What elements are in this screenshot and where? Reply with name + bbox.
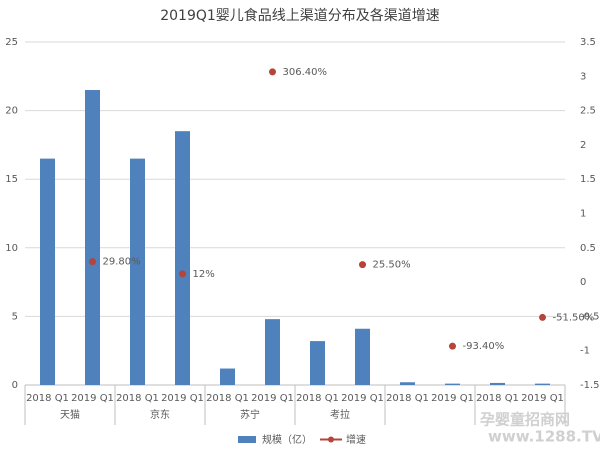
data-label: 306.40% bbox=[283, 67, 328, 78]
point bbox=[89, 258, 96, 266]
y2-tick-label: 3.5 bbox=[580, 37, 596, 48]
point bbox=[449, 342, 456, 350]
data-label: 12% bbox=[193, 269, 215, 280]
group-label: 考拉 bbox=[330, 408, 350, 421]
y2-tick-label: 1 bbox=[580, 209, 586, 220]
y2-tick-label: -0.5 bbox=[580, 311, 600, 322]
point bbox=[179, 270, 186, 278]
y2-tick-label: 2 bbox=[580, 140, 586, 151]
group-label: 京东 bbox=[150, 408, 170, 421]
x-tick-label: 2019 Q1 bbox=[431, 393, 474, 404]
bar bbox=[310, 341, 325, 385]
x-tick-label: 2018 Q1 bbox=[206, 393, 249, 404]
y-tick-label: 15 bbox=[5, 174, 18, 185]
watermark: 孕婴童招商网 bbox=[480, 411, 570, 429]
legend-swatch bbox=[238, 436, 256, 443]
y-tick-label: 10 bbox=[5, 243, 18, 254]
y2-tick-label: -1 bbox=[580, 346, 590, 357]
y2-tick-label: -1.5 bbox=[580, 380, 600, 391]
data-label: 29.80% bbox=[103, 257, 141, 268]
x-tick-label: 2019 Q1 bbox=[251, 393, 294, 404]
group-label: 苏宁 bbox=[240, 408, 260, 421]
bar bbox=[355, 328, 370, 385]
chart-title: 2019Q1婴儿食品线上渠道分布及各渠道增速 bbox=[160, 7, 440, 24]
x-tick-label: 2018 Q1 bbox=[26, 393, 69, 404]
x-tick-label: 2018 Q1 bbox=[386, 393, 429, 404]
y-tick-label: 0 bbox=[12, 380, 18, 391]
point bbox=[359, 261, 366, 269]
data-label: 25.50% bbox=[373, 260, 411, 271]
bar bbox=[265, 319, 280, 385]
y2-tick-label: 1.5 bbox=[580, 174, 596, 185]
x-tick-label: 2019 Q1 bbox=[521, 393, 564, 404]
y-tick-label: 25 bbox=[5, 37, 18, 48]
group-label: 天猫 bbox=[60, 408, 80, 421]
bar bbox=[535, 383, 550, 385]
y-tick-label: 20 bbox=[5, 106, 18, 117]
data-label: -51.50% bbox=[553, 312, 595, 323]
x-tick-label: 2019 Q1 bbox=[341, 393, 384, 404]
bar bbox=[220, 368, 235, 385]
watermark: www.1288.TV bbox=[488, 428, 600, 446]
bar bbox=[490, 382, 505, 385]
bar bbox=[400, 382, 415, 385]
point bbox=[539, 313, 546, 321]
y2-tick-label: 0 bbox=[580, 277, 586, 288]
x-tick-label: 2018 Q1 bbox=[296, 393, 339, 404]
bar bbox=[175, 131, 190, 385]
data-label: -93.40% bbox=[463, 341, 505, 352]
y-tick-label: 5 bbox=[12, 311, 18, 322]
y2-tick-label: 0.5 bbox=[580, 243, 596, 254]
point bbox=[269, 68, 276, 76]
y2-tick-label: 2.5 bbox=[580, 106, 596, 117]
x-tick-label: 2019 Q1 bbox=[161, 393, 204, 404]
bar bbox=[40, 158, 55, 385]
legend-label: 规模（亿） bbox=[262, 433, 312, 446]
legend-label: 增速 bbox=[346, 433, 366, 446]
x-tick-label: 2018 Q1 bbox=[116, 393, 159, 404]
x-tick-label: 2018 Q1 bbox=[476, 393, 519, 404]
legend-swatch bbox=[328, 436, 334, 443]
bar bbox=[130, 158, 145, 385]
bar bbox=[85, 90, 100, 386]
x-tick-label: 2019 Q1 bbox=[71, 393, 114, 404]
bar bbox=[445, 383, 460, 385]
y2-tick-label: 3 bbox=[580, 71, 586, 82]
